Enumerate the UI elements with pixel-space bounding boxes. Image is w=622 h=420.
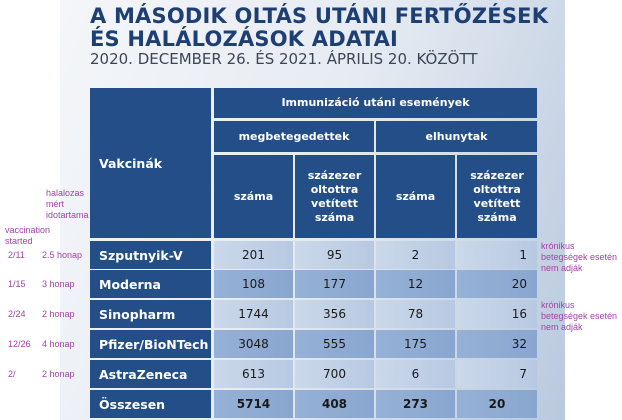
duration-note: 2 honap (42, 369, 75, 379)
vaccine-name: Szputnyik-V (90, 241, 211, 269)
chronic-note-2: krónikus betegségek esetén nem adják (541, 300, 618, 332)
vaccine-name: AstraZeneca (90, 360, 211, 388)
header-sick: megbetegedettek (214, 121, 374, 152)
header-dead-per100k: százezer oltottra vetített száma (457, 155, 537, 238)
table-cell-c1: 108 (214, 270, 293, 298)
table-cell-c3: 273 (376, 390, 455, 418)
chronic-note-1: krónikus betegségek esetén nem adják (541, 241, 618, 273)
table-cell-c2: 356 (295, 300, 374, 328)
subtitle: 2020. DECEMBER 26. ÉS 2021. ÁPRILIS 20. … (90, 50, 478, 68)
table-cell-c4: 20 (457, 270, 537, 298)
table-cell-c2: 95 (295, 241, 374, 269)
vaccination-start-note: 2/24 (8, 309, 26, 319)
duration-note: 2 honap (42, 309, 75, 319)
table-cell-c2: 177 (295, 270, 374, 298)
table-cell-c3: 12 (376, 270, 455, 298)
table-cell-c3: 175 (376, 330, 455, 358)
table-cell-c2: 555 (295, 330, 374, 358)
table-cell-c1: 201 (214, 241, 293, 269)
header-dead: elhunytak (376, 121, 537, 152)
duration-note: 3 honap (42, 279, 75, 289)
table-cell-c3: 78 (376, 300, 455, 328)
header-dead-count: száma (376, 155, 455, 238)
vaccination-start-note: 2/ (8, 369, 16, 379)
table-cell-c1: 613 (214, 360, 293, 388)
started-header-note: vaccination started (5, 225, 51, 246)
table-cell-c3: 2 (376, 241, 455, 269)
header-sick-count: száma (214, 155, 293, 238)
table-cell-c4: 20 (457, 390, 537, 418)
vaccination-start-note: 2/11 (8, 250, 25, 260)
title-line-2: ÉS HALÁLOZÁSOK ADATAI (90, 27, 399, 51)
title-line-1: A MÁSODIK OLTÁS UTÁNI FERTŐZÉSEK (90, 4, 549, 28)
table-cell-c4: 7 (457, 360, 537, 388)
table-cell-c1: 5714 (214, 390, 293, 418)
vaccine-name: Moderna (90, 270, 211, 298)
header-sick-per100k: százezer oltottra vetített száma (295, 155, 374, 238)
vaccine-name: Sinopharm (90, 300, 211, 328)
table-cell-c2: 700 (295, 360, 374, 388)
header-group: Immunizáció utáni események (214, 88, 537, 118)
header-vaccines: Vakcinák (90, 88, 211, 238)
table-cell-c3: 6 (376, 360, 455, 388)
vaccination-start-note: 1/15 (8, 279, 26, 289)
table-cell-c4: 1 (457, 241, 537, 269)
table-cell-c2: 408 (295, 390, 374, 418)
vaccine-name: Pfizer/BioNTech (90, 330, 211, 358)
duration-header-note: halalozas mért idotartama (46, 188, 89, 220)
vaccine-name: Összesen (90, 390, 211, 418)
duration-note: 2.5 honap (42, 250, 83, 260)
table-cell-c4: 32 (457, 330, 537, 358)
table-cell-c4: 16 (457, 300, 537, 328)
vaccination-start-note: 12/26 (8, 339, 31, 349)
table-cell-c1: 1744 (214, 300, 293, 328)
table-cell-c1: 3048 (214, 330, 293, 358)
duration-note: 4 honap (42, 339, 75, 349)
